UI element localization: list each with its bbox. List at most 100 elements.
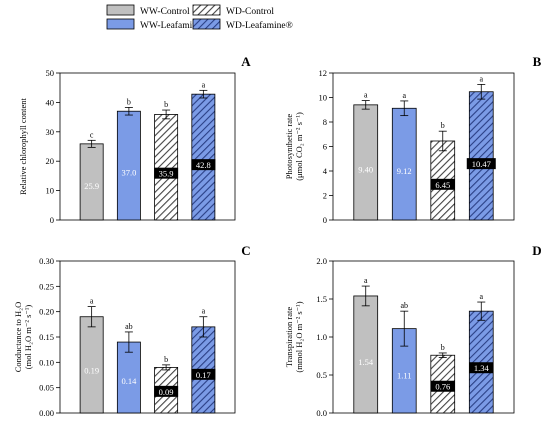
legend-swatch	[106, 4, 135, 16]
y-tick-label: 8	[323, 117, 327, 127]
legend-swatch	[106, 18, 135, 30]
y-tick-label: 0.30	[39, 256, 54, 266]
value-label: 6.45	[435, 180, 450, 190]
y-tick-label: 4	[323, 166, 328, 176]
significance-letter: ab	[125, 322, 133, 331]
value-label: 1.11	[397, 371, 412, 381]
value-label-box	[191, 368, 216, 380]
value-label: 25.9	[84, 181, 99, 191]
y-axis-label: Transpiration rate	[284, 307, 294, 368]
significance-letter: b	[441, 343, 445, 352]
significance-letter: a	[90, 297, 94, 306]
value-label: 10.47	[472, 159, 491, 169]
bar	[154, 114, 179, 221]
value-label: 0.09	[159, 387, 174, 397]
significance-letter: a	[479, 292, 483, 301]
value-label: 35.9	[159, 169, 174, 179]
y-tick-label: 40	[46, 97, 55, 107]
legend-label: WD-Leafamine®	[226, 20, 293, 31]
y-tick-label: 0.0	[316, 408, 327, 418]
y-tick-label: 0	[50, 215, 54, 225]
value-label-box	[469, 362, 494, 374]
y-tick-label: 6	[323, 142, 327, 152]
legend-entry: WW-Leafamine®	[106, 18, 208, 31]
significance-letter: a	[364, 91, 368, 100]
chart-panel: D 0.0 0.5 1.0 1.5 2.0 Transpiration rate (mmol …	[284, 243, 542, 418]
y-axis-label: Photosynthetic rate	[284, 114, 294, 180]
significance-letter: ab	[400, 301, 408, 310]
significance-letter: a	[202, 307, 206, 316]
value-label: 0.76	[435, 382, 450, 392]
value-label-box	[466, 158, 496, 170]
significance-letter: c	[90, 130, 94, 139]
significance-letter: a	[364, 276, 368, 285]
legend-swatch	[192, 18, 221, 30]
significance-letter: a	[402, 91, 406, 100]
chart-panel: B 0 2 4 6 8 10 12 Photosynthetic rate (μmol CO₂ m…	[284, 54, 542, 225]
significance-letter: b	[164, 355, 168, 364]
y-tick-label: 50	[46, 68, 55, 78]
panel-letter: A	[241, 54, 251, 69]
plot-frame	[59, 72, 236, 221]
legend-entry: WD-Leafamine®	[192, 18, 293, 31]
y-tick-label: 0.05	[39, 383, 54, 393]
bar	[353, 104, 379, 221]
value-label-box	[154, 385, 179, 397]
y-tick-label: 2	[323, 191, 327, 201]
bar	[391, 107, 417, 221]
y-axis-label: (μmol CO₂ m⁻² s⁻¹)	[294, 112, 304, 181]
significance-letter: a	[202, 80, 206, 89]
value-label: 0.19	[84, 366, 99, 376]
value-label-box	[191, 159, 216, 171]
y-tick-label: 1.0	[316, 332, 327, 342]
y-tick-label: 0.20	[39, 307, 54, 317]
y-tick-label: 0	[323, 215, 327, 225]
panel-letter: B	[533, 54, 542, 69]
y-tick-label: 0.25	[39, 281, 54, 291]
legend-label: WD-Control	[226, 7, 274, 17]
legend-label: WW-Leafamine®	[140, 20, 208, 31]
bar	[468, 310, 494, 414]
value-label: 0.17	[196, 370, 211, 380]
legend-swatch	[192, 4, 221, 16]
significance-letter: b	[441, 121, 445, 130]
y-tick-label: 0.10	[39, 357, 54, 367]
y-tick-label: 2.0	[316, 256, 327, 266]
value-label: 1.34	[474, 363, 490, 373]
significance-letter: a	[479, 74, 483, 83]
legend: WW-Control WW-Leafamine® WD-Control WD-Leaf…	[106, 4, 293, 31]
chart-panel: A 0 10 20 30 40 50 Relative chlorophyll content…	[18, 54, 251, 225]
value-label: 9.40	[358, 165, 373, 175]
y-tick-label: 0.00	[39, 408, 54, 418]
legend-label: WW-Control	[140, 7, 190, 17]
panel-letter: C	[241, 243, 250, 258]
value-label: 0.14	[121, 376, 137, 386]
value-label: 9.12	[397, 166, 412, 176]
y-tick-label: 0.15	[39, 332, 54, 342]
bar	[116, 110, 141, 221]
value-label: 37.0	[121, 167, 136, 177]
y-tick-label: 10	[46, 186, 55, 196]
y-tick-label: 10	[319, 93, 328, 103]
value-label: 42.8	[196, 160, 211, 170]
y-axis-label: Relative chlorophyll content	[18, 97, 28, 194]
y-axis-label: (mmol H₂O m⁻² s⁻¹)	[294, 301, 304, 372]
bar	[191, 93, 216, 221]
y-axis-label: (mol H₂O m⁻² s⁻¹)	[23, 305, 33, 370]
value-label-box	[430, 178, 455, 190]
y-axis-label: Conductance to H₂O	[13, 302, 23, 372]
bar	[468, 91, 494, 221]
value-label-box	[154, 167, 179, 179]
y-tick-label: 20	[46, 156, 55, 166]
significance-letter: b	[164, 100, 168, 109]
value-label-box	[430, 380, 455, 392]
panel-letter: D	[532, 243, 541, 258]
y-tick-label: 30	[46, 127, 55, 137]
chart-panel: C 0.00 0.05 0.10 0.15 0.20 0.25 0.30 Conductance…	[13, 243, 251, 418]
legend-entry: WD-Control	[192, 4, 274, 17]
value-label: 1.54	[358, 357, 374, 367]
bar	[353, 295, 379, 414]
y-tick-label: 0.5	[316, 370, 327, 380]
y-tick-label: 1.5	[316, 294, 327, 304]
